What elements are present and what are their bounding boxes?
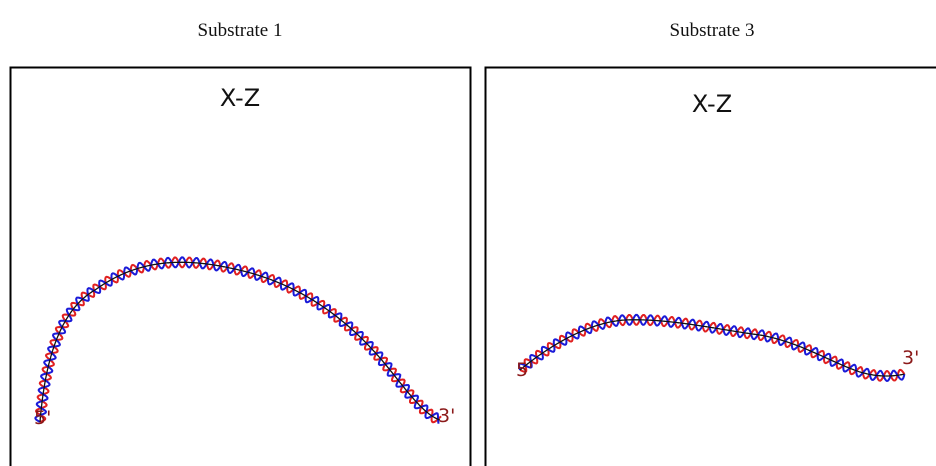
helix-axis [519,319,905,377]
end-label: 3' [438,405,455,427]
plot-label: X-Z [220,84,260,112]
plot-label: X-Z [692,90,732,118]
end-label: 5' [516,359,533,381]
helix-axis [39,261,441,423]
strand-blue [34,256,440,424]
panel-frame [484,66,936,466]
end-label: 5' [34,407,51,429]
end-label: 3' [902,347,919,369]
panel-frame [9,66,472,466]
panel-title: Substrate 3 [670,20,755,41]
panel-title: Substrate 1 [198,20,283,41]
